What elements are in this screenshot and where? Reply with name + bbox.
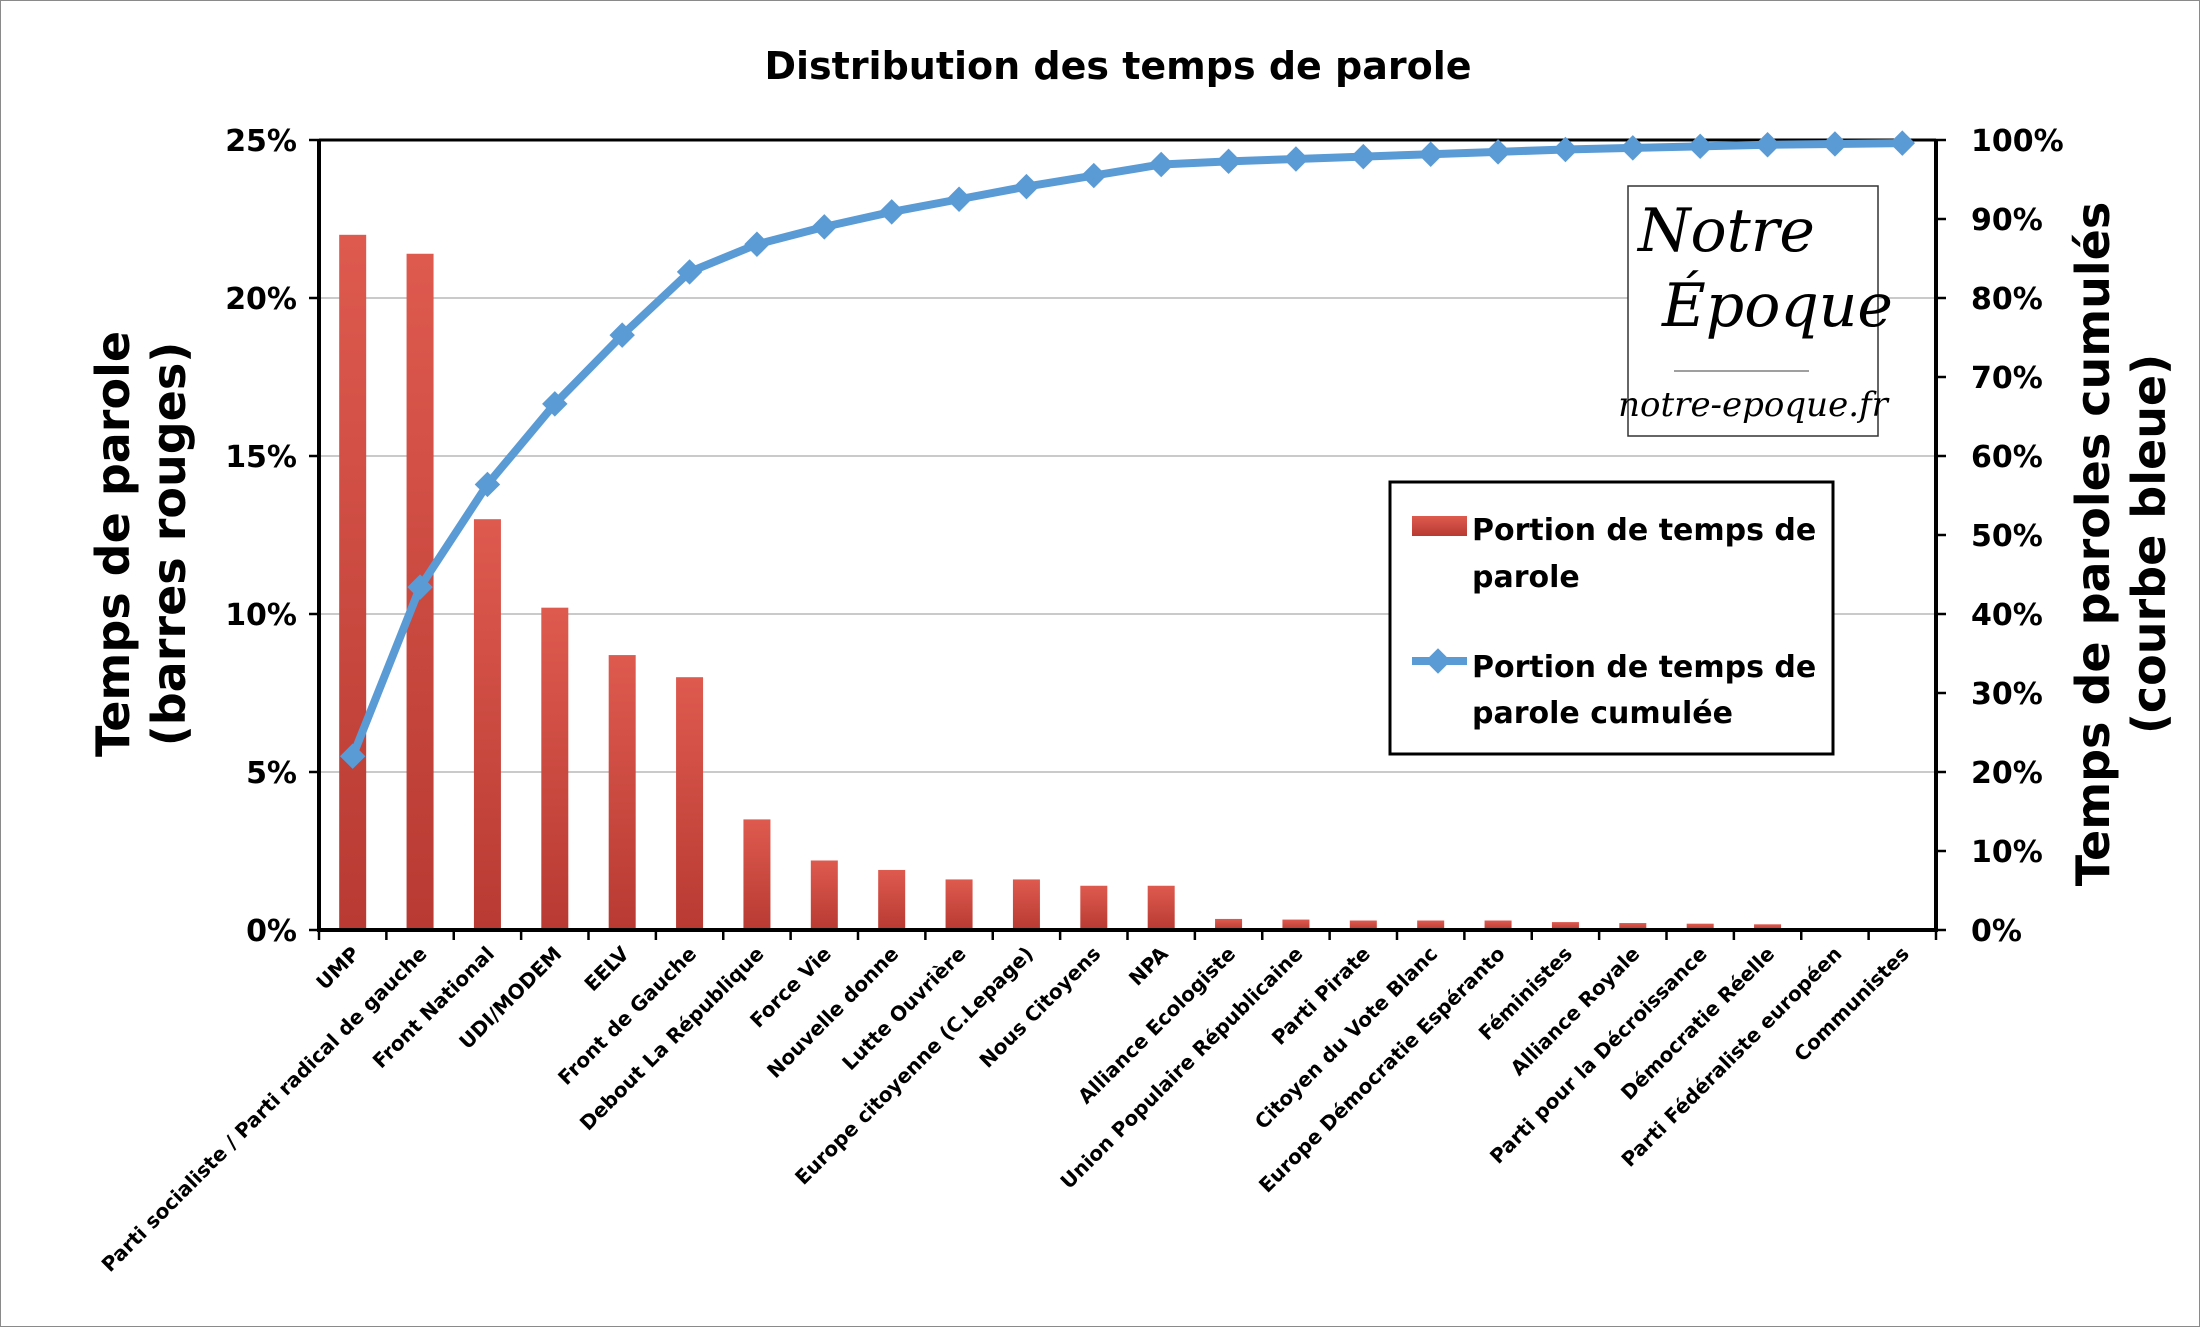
line-point: [1417, 141, 1444, 167]
category-label: UMP: [311, 942, 364, 995]
svg-text:(barres rouges): (barres rouges): [142, 342, 196, 747]
legend-swatch-bars: [1412, 516, 1467, 536]
y-right-tick-label: 100%: [1971, 124, 2064, 159]
y-right-tick-label: 40%: [1971, 598, 2043, 633]
category-label: Front National: [368, 942, 499, 1073]
line-point: [744, 231, 770, 258]
left-axis-title: Temps de parole (barres rouges): [86, 331, 196, 757]
bar: [676, 677, 704, 930]
category-label: Europe Démocratie Espéranto: [1254, 942, 1510, 1198]
y-right-tick-label: 20%: [1971, 756, 2043, 791]
y-left-tick-label: 25%: [225, 124, 297, 159]
left-axis-tick-labels: 0% 5% 10% 15% 20% 25%: [225, 124, 297, 949]
bar-series: [339, 234, 1916, 931]
axes: [309, 138, 1946, 940]
line-point: [676, 259, 703, 285]
line-point: [811, 214, 838, 240]
svg-text:(courbe bleue): (courbe bleue): [2122, 354, 2176, 734]
y-right-tick-label: 0%: [1971, 914, 2022, 949]
line-point: [1822, 131, 1848, 157]
chart-title: Distribution des temps de parole: [764, 44, 1471, 88]
bar: [339, 234, 367, 931]
legend: Portion de temps de parole Portion de te…: [1388, 480, 1835, 756]
line-point: [339, 743, 366, 769]
y-left-tick-label: 5%: [246, 756, 297, 791]
y-right-tick-label: 90%: [1971, 203, 2043, 238]
category-label: Lutte Ouvrière: [837, 942, 970, 1075]
line-point: [542, 391, 568, 417]
legend-label-bars-line2: parole: [1472, 560, 1580, 595]
category-label: Union Populaire Républicaine: [1055, 942, 1307, 1194]
logo-url: notre-epoque.fr: [1618, 385, 1889, 425]
y-right-tick-label: 70%: [1971, 361, 2043, 396]
bar: [743, 819, 771, 930]
line-point: [1081, 162, 1107, 189]
bar: [1282, 919, 1310, 930]
bar: [1754, 924, 1782, 930]
line-point: [1889, 130, 1916, 156]
bar: [608, 655, 636, 930]
svg-text:Temps de parole: Temps de parole: [86, 331, 140, 757]
y-right-tick-label: 80%: [1971, 282, 2043, 317]
right-axis-title: Temps de paroles cumulés (courbe bleue): [2066, 202, 2176, 887]
notre-epoque-logo: Notre Époque notre-epoque.fr: [1618, 185, 1893, 437]
category-label: Communistes: [1789, 942, 1914, 1067]
y-right-tick-label: 30%: [1971, 677, 2043, 712]
logo-line1: Notre: [1636, 196, 1815, 266]
bar: [810, 860, 838, 930]
y-right-tick-label: 50%: [1971, 519, 2043, 554]
bar: [1484, 920, 1512, 930]
line-point: [1754, 132, 1781, 158]
bar: [1619, 923, 1647, 930]
svg-text:Temps de paroles cumulés: Temps de paroles cumulés: [2066, 202, 2120, 887]
legend-label-bars-line1: Portion de temps de: [1472, 513, 1816, 548]
line-point: [1013, 173, 1040, 200]
line-point: [1148, 151, 1174, 178]
line-point: [609, 322, 635, 348]
legend-label-line-line1: Portion de temps de: [1472, 650, 1816, 685]
line-point: [946, 186, 972, 212]
line-point: [1283, 146, 1309, 172]
line-point: [1687, 133, 1713, 160]
bar: [541, 607, 569, 930]
y-left-tick-label: 0%: [246, 914, 297, 949]
category-label: Parti socialiste / Parti radical de gauc…: [97, 942, 432, 1277]
category-label: EELV: [579, 941, 634, 996]
bar: [1551, 922, 1579, 930]
y-right-tick-label: 60%: [1971, 440, 2043, 475]
bar: [1215, 918, 1243, 930]
bar: [1417, 920, 1445, 930]
y-left-tick-label: 10%: [225, 598, 297, 633]
category-label: Alliance Royale: [1506, 942, 1645, 1081]
bar: [878, 869, 906, 930]
line-point: [407, 574, 433, 600]
line-point: [1350, 143, 1377, 170]
y-right-tick-label: 10%: [1971, 835, 2043, 870]
bar: [473, 519, 501, 930]
line-point: [878, 199, 905, 225]
category-label: Europe citoyenne (C.Lepage): [790, 942, 1038, 1190]
y-left-tick-label: 15%: [225, 440, 297, 475]
line-point: [474, 471, 501, 498]
line-point: [1215, 148, 1242, 175]
bar: [1349, 920, 1377, 930]
bar: [1080, 885, 1108, 930]
line-point: [1485, 139, 1511, 165]
right-axis-tick-labels: 0% 10% 20% 30% 40% 50% 60% 70% 80% 90% 100%: [1971, 124, 2064, 949]
bar: [1686, 923, 1714, 930]
bar: [1012, 879, 1040, 930]
logo-line2: Époque: [1661, 270, 1893, 341]
bar: [1147, 885, 1175, 930]
legend-label-line-line2: parole cumulée: [1472, 696, 1733, 731]
bar: [945, 879, 973, 930]
category-label: Nous Citoyens: [974, 942, 1105, 1073]
y-left-tick-label: 20%: [225, 282, 297, 317]
category-label: NPA: [1124, 941, 1173, 990]
